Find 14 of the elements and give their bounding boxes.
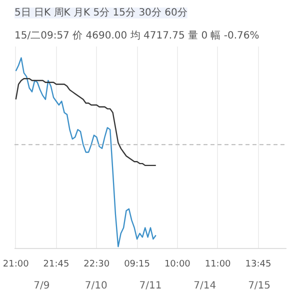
text: 7/10 [84, 280, 108, 292]
text: 7/9 [34, 280, 50, 292]
x-tick-label: 21:45 [43, 260, 70, 270]
x-tick-label: 13:45 [245, 260, 272, 270]
x-tick-label: 22:30 [84, 260, 110, 270]
text: 7/15 [248, 280, 271, 292]
text: 7/14 [194, 280, 216, 292]
x-tick-label: 10:00 [164, 260, 191, 270]
text: 5日 日K 周K 月K 5分 15分 30分 60分 [14, 6, 188, 18]
text: 7/11 [139, 280, 162, 292]
x-tick-label: 09:15 [124, 260, 150, 270]
x-tick-label: 11:00 [204, 260, 232, 270]
x-tick-label: 21:00 [2, 260, 30, 270]
text: 15/二09:57 价 4690.00 均 4717.75 量 0 幅 -0.76% [14, 30, 260, 42]
